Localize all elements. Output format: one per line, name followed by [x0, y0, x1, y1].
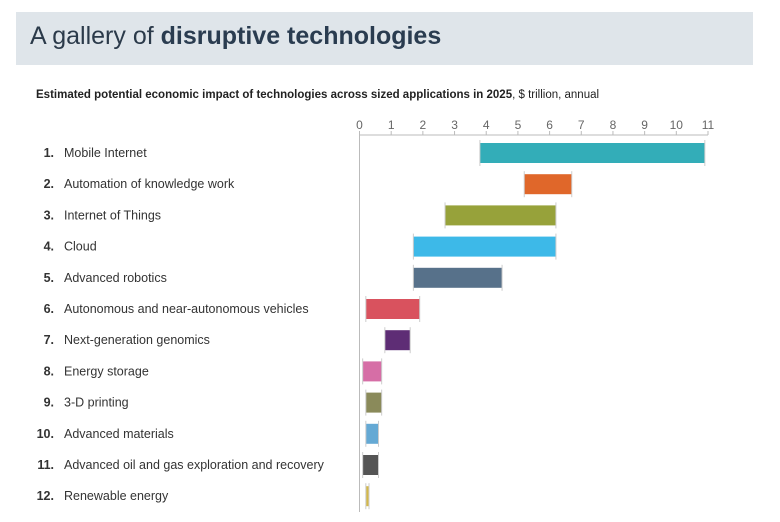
category-label: Energy storage	[64, 364, 149, 378]
category-label: Advanced oil and gas exploration and rec…	[64, 458, 325, 472]
category-rank: 12.	[37, 489, 54, 503]
range-bar	[362, 455, 379, 475]
x-tick-label: 3	[451, 118, 458, 132]
x-tick-label: 6	[546, 118, 553, 132]
category-rank: 5.	[44, 271, 54, 285]
category-label: Advanced materials	[64, 427, 174, 441]
chart-title: Estimated potential economic impact of t…	[36, 89, 513, 101]
x-tick-label: 9	[641, 118, 648, 132]
range-bar	[365, 392, 382, 413]
x-tick-label: 10	[670, 118, 684, 132]
category-label: Next-generation genomics	[64, 333, 210, 347]
category-label: 3-D printing	[64, 396, 129, 410]
category-rank: 6.	[44, 302, 54, 316]
category-rank: 9.	[44, 396, 54, 410]
title-prefix: A gallery of	[30, 22, 161, 50]
range-bar	[524, 174, 572, 195]
x-tick-label: 8	[610, 118, 617, 132]
range-bar	[365, 486, 370, 507]
category-label: Cloud	[64, 240, 97, 254]
range-bar	[365, 423, 379, 444]
category-label: Autonomous and near-autonomous vehicles	[64, 302, 309, 316]
category-rank: 10.	[37, 427, 54, 441]
chart-subtitle: Estimated potential economic impact of t…	[36, 89, 599, 101]
x-tick-label: 1	[388, 118, 395, 132]
category-rank: 3.	[44, 208, 54, 222]
category-rank: 4.	[44, 240, 54, 254]
page-title: A gallery of disruptive technologies	[30, 22, 441, 51]
category-label: Automation of knowledge work	[64, 177, 235, 191]
range-bar	[365, 299, 420, 319]
x-tick-label: 7	[578, 118, 585, 132]
title-bold: disruptive technologies	[160, 22, 442, 50]
category-label: Mobile Internet	[64, 146, 147, 160]
x-tick-label: 11	[702, 118, 715, 132]
chart-units: , $ trillion, annual	[512, 89, 600, 101]
x-tick-label: 4	[483, 118, 490, 132]
category-rank: 2.	[44, 177, 54, 191]
x-tick-label: 2	[420, 118, 427, 132]
category-rank: 11.	[37, 458, 54, 472]
range-bar	[384, 330, 411, 351]
x-tick-label: 5	[515, 118, 522, 132]
category-rank: 8.	[44, 364, 54, 378]
range-bar	[445, 205, 556, 226]
category-rank: 7.	[44, 333, 54, 347]
category-label: Renewable energy	[64, 489, 169, 503]
x-tick-label: 0	[356, 118, 363, 132]
category-label: Internet of Things	[64, 208, 161, 222]
range-bar	[413, 236, 556, 257]
range-bar	[362, 361, 382, 382]
category-label: Advanced robotics	[64, 271, 167, 285]
range-bar	[413, 267, 503, 288]
title-bar: A gallery of disruptive technologies	[16, 12, 753, 65]
range-bar	[479, 143, 705, 163]
category-rank: 1.	[44, 146, 54, 160]
